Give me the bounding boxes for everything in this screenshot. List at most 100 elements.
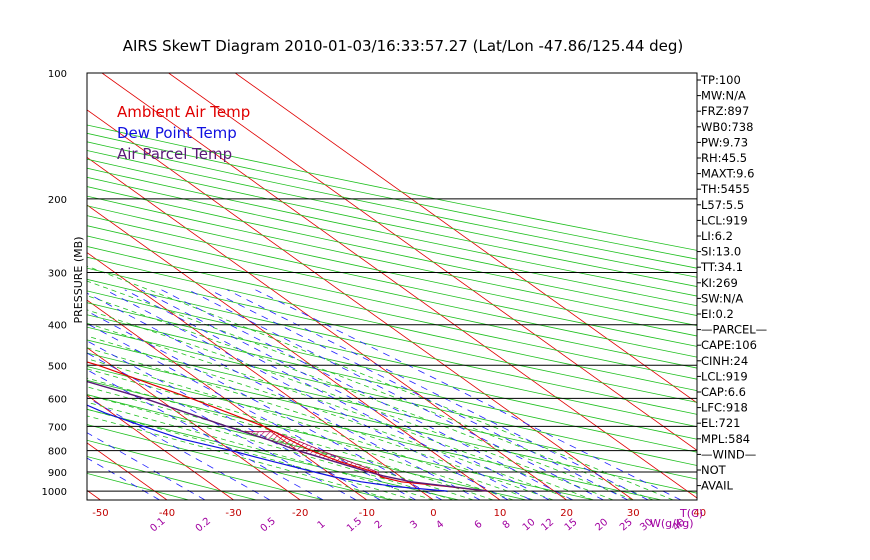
dry-adiabat-line <box>87 167 697 297</box>
index-value: SW:N/A <box>701 291 743 305</box>
ambient-temp-line <box>87 361 488 492</box>
index-value: RH:45.5 <box>701 151 747 165</box>
mixing-ratio-label: 15 <box>563 517 580 534</box>
pressure-tick-label: 100 <box>48 69 67 80</box>
isotherm-line <box>101 73 697 499</box>
isotherm-line <box>87 347 301 500</box>
bottom-temp-tick-label: 40 <box>693 508 706 519</box>
pressure-tick-label: 900 <box>48 468 67 479</box>
dry-adiabat-line <box>87 439 324 500</box>
dry-adiabat-line <box>87 394 527 500</box>
index-value: LI:6.2 <box>701 229 733 243</box>
index-value: EL:721 <box>701 416 741 430</box>
isotherm-line <box>234 73 697 404</box>
dry-adiabat-line <box>87 456 257 500</box>
dry-adiabat-line <box>87 150 697 278</box>
index-value: WB0:738 <box>701 120 753 134</box>
dry-adiabat-line <box>87 352 697 494</box>
pressure-tick-label: 200 <box>48 195 67 206</box>
mixing-ratio-line <box>105 289 509 500</box>
index-value: CINH:24 <box>701 354 748 368</box>
moist-adiabat-line <box>87 347 554 500</box>
dewpoint-line <box>87 404 448 492</box>
isotherm-line <box>0 73 34 500</box>
bottom-temp-tick-label: 20 <box>560 508 573 519</box>
mixing-ratio-label: 10 <box>521 517 538 534</box>
bottom-temp-tick-label: 0 <box>430 508 436 519</box>
index-value: SI:13.0 <box>701 245 741 259</box>
index-value: TP:100 <box>700 73 741 87</box>
isotherm-line <box>87 252 434 500</box>
index-value: LCL:919 <box>701 213 748 227</box>
index-value: AVAIL <box>701 479 734 493</box>
mixing-ratio-label: 6 <box>473 519 485 532</box>
isotherm-line <box>168 73 697 451</box>
legend-entry: Air Parcel Temp <box>117 145 232 163</box>
mixing-ratio-line <box>87 310 443 500</box>
pressure-tick-label: 700 <box>48 422 67 433</box>
bottom-temp-tick-label: -20 <box>292 508 308 519</box>
index-value: —WIND— <box>701 447 756 461</box>
grid-layer <box>0 73 697 500</box>
dry-adiabat-line <box>87 379 595 500</box>
mixing-ratio-line <box>87 292 481 500</box>
dry-adiabat-line <box>87 290 697 428</box>
index-value: LFC:918 <box>701 401 748 415</box>
mixing-ratio-label: 0.5 <box>259 516 278 535</box>
isotherm-line <box>87 204 501 500</box>
temp-unit-label: T(C) <box>679 507 703 520</box>
dry-adiabat-line <box>87 205 697 337</box>
isotherm-line <box>87 489 101 500</box>
legend: Ambient Air Temp Dew Point Temp Air Parcel… <box>117 103 250 163</box>
mixing-ratio-label: 12 <box>539 517 556 534</box>
mixing-ratio-label: 8 <box>501 519 513 532</box>
dry-adiabat-line <box>87 195 697 327</box>
plot-frame <box>86 72 698 501</box>
dry-adiabat-line <box>87 132 697 260</box>
mixing-ratio-label: 2 <box>373 519 385 532</box>
y-axis-label: PRESSURE (MB) <box>72 237 85 324</box>
moist-adiabat-line <box>87 309 614 500</box>
index-value: EI:0.2 <box>701 307 734 321</box>
moist-adiabat-line <box>87 415 394 500</box>
dry-adiabat-line <box>87 314 697 453</box>
index-value: FRZ:897 <box>701 104 749 118</box>
mixing-ratio-label: 4 <box>434 519 446 532</box>
dry-adiabat-line <box>87 326 697 466</box>
dry-adiabat-line <box>87 158 697 287</box>
mixing-ratio-line <box>87 397 271 500</box>
dry-adiabat-line <box>87 176 697 307</box>
mixing-ratio-line <box>227 289 649 500</box>
moist-adiabat-line <box>87 358 534 500</box>
dry-adiabat-line <box>87 302 697 440</box>
dry-adiabat-line <box>87 141 697 269</box>
moist-adiabat-line <box>87 386 474 500</box>
mixing-ratio-label: 0.2 <box>194 516 213 535</box>
pressure-tick-label: 1000 <box>42 487 67 498</box>
isotherm-line <box>87 394 234 500</box>
index-value: MPL:584 <box>701 432 750 446</box>
bottom-temp-tick-label: -50 <box>92 508 108 519</box>
bottom-temp-tick-label: -40 <box>159 508 175 519</box>
dry-adiabat-line <box>87 408 459 500</box>
index-value: TH:5455 <box>700 182 750 196</box>
dry-adiabat-line <box>87 267 697 403</box>
index-value: KI:269 <box>701 276 738 290</box>
legend-entry: Dew Point Temp <box>117 124 237 142</box>
dry-adiabat-line <box>87 186 697 316</box>
index-value: MW:N/A <box>701 89 746 103</box>
dry-adiabat-line <box>87 235 697 369</box>
index-value: NOT <box>701 463 727 477</box>
bottom-temp-tick-label: -10 <box>359 508 375 519</box>
bottom-temp-tick-label: 30 <box>627 508 640 519</box>
index-value: PW:9.73 <box>701 135 748 149</box>
parcel-temp-line <box>87 380 488 492</box>
moist-adiabat-line <box>87 335 574 500</box>
pressure-tick-label: 500 <box>48 361 67 372</box>
index-value: CAP:6.6 <box>701 385 746 399</box>
legend-entry: Ambient Air Temp <box>117 103 250 121</box>
dry-adiabat-line <box>87 124 697 251</box>
index-value: TT:34.1 <box>700 260 743 274</box>
mixing-ratio-label: 20 <box>593 517 610 534</box>
